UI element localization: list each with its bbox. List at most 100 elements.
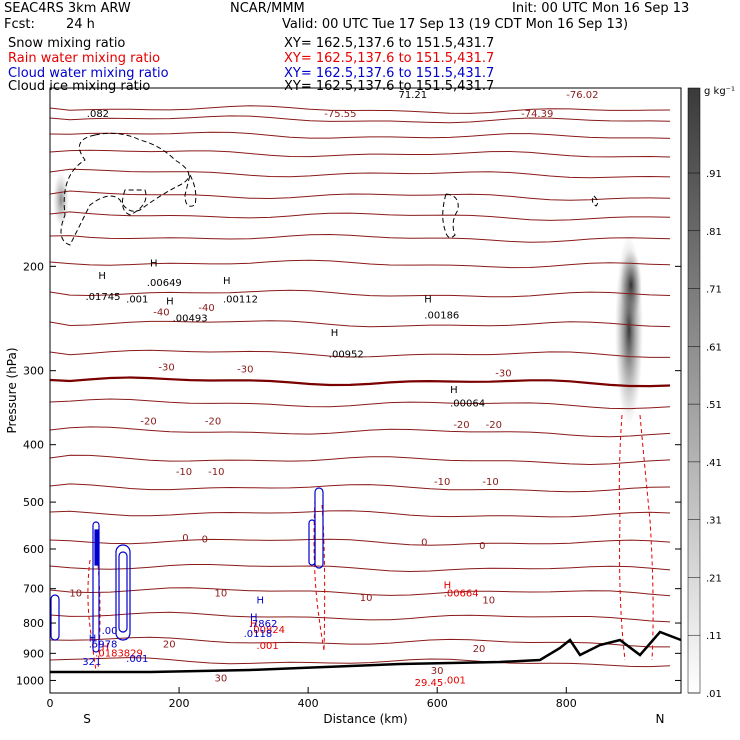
colorbar-label: .01	[706, 689, 722, 700]
isotherm-line	[49, 636, 670, 648]
isotherm-line	[49, 168, 671, 179]
isotherm-line	[49, 233, 671, 243]
isotherm-line	[49, 149, 671, 158]
isotherm-label: -20	[140, 417, 156, 428]
rain-contour	[313, 499, 325, 651]
rain-contours	[87, 414, 654, 671]
field-cloud-water-name: Cloud water mixing ratio	[8, 66, 169, 81]
isotherm-label: 0	[182, 533, 188, 544]
isotherm-label: -74.39	[521, 109, 553, 120]
isotherm-label: 20	[473, 644, 486, 655]
snow-label: H	[424, 294, 432, 305]
isotherm-label: -20	[205, 417, 221, 428]
snow-label: .001	[126, 294, 148, 305]
isotherm-line	[49, 483, 671, 493]
field-cloud-ice-name: Cloud ice mixing ratio	[8, 79, 151, 94]
snow-label: .00186	[424, 311, 459, 322]
colorbar-label: .91	[706, 169, 722, 180]
isotherm-label: -40	[153, 307, 169, 318]
cloud-water-label: H	[250, 612, 258, 623]
isotherm-label: -75.55	[324, 109, 356, 120]
x-tick-label: 0	[47, 697, 54, 710]
isotherm-line	[49, 211, 671, 221]
isotherm-line	[49, 564, 671, 573]
init-time: Init: 00 UTC Mon 16 Sep 13	[512, 1, 690, 16]
isotherm-label: -30	[495, 369, 511, 380]
isotherm-label: 10	[69, 589, 82, 600]
y-axis-label: Pressure (hPa)	[5, 347, 19, 433]
isotherm-label: 30	[431, 666, 444, 677]
cloud-cell	[50, 594, 60, 641]
cloud-water-label: .5978	[89, 640, 118, 651]
x-axis-label: Distance (km)	[323, 712, 407, 726]
isotherm-line	[49, 190, 671, 201]
snow-contour	[60, 132, 190, 246]
snow-label: .00112	[223, 294, 258, 305]
isotherm-line	[49, 105, 671, 114]
cloud-water-label: .001	[126, 654, 148, 665]
y-tick-label: 1000	[16, 674, 44, 687]
field-snow-name: Snow mixing ratio	[8, 36, 126, 51]
isotherm-label: -20	[453, 420, 469, 431]
ice-core-south	[53, 172, 69, 228]
snow-label: H	[98, 271, 106, 282]
snow-label: H	[166, 297, 174, 308]
isotherm-line	[49, 657, 671, 668]
rain-label: .0183829	[95, 649, 143, 660]
colorbar-label: .51	[706, 400, 722, 411]
cloud-cell	[314, 487, 324, 569]
rain-label: .001	[444, 676, 466, 687]
snow-contour	[442, 193, 459, 239]
isotherm-label: 10	[360, 593, 373, 604]
rain-label: .00664	[444, 589, 479, 600]
rain-label: H	[444, 581, 452, 592]
cloud-water-label: 321	[82, 657, 101, 668]
isotherm-label: -30	[158, 363, 174, 374]
snow-contours	[60, 132, 599, 246]
rain-label: .001	[257, 641, 279, 652]
colorbar-label: .61	[706, 342, 722, 353]
colorbar-label: .71	[706, 285, 722, 296]
plot-frame	[49, 87, 682, 694]
cloud-water-label: .00	[102, 626, 118, 637]
y-tick-label: 500	[23, 496, 44, 509]
x-tick-label: 800	[556, 697, 577, 710]
isotherm-label: -10	[434, 477, 450, 488]
colorbar-label: .21	[706, 573, 722, 584]
isotherm-label: -10	[482, 477, 498, 488]
snow-contour	[121, 189, 147, 216]
snow-label: H	[450, 385, 458, 396]
colorbar-label: .11	[706, 631, 722, 642]
valid-time: Valid: 00 UTC Tue 17 Sep 13 (19 CDT Mon …	[282, 17, 629, 32]
rain-label: .00824	[250, 625, 285, 636]
snow-label: .01745	[85, 292, 120, 303]
isotherm-label: -30	[237, 364, 253, 375]
y-tick-label: 800	[23, 617, 44, 630]
snow-label: .00649	[147, 278, 182, 289]
y-tick-label: 400	[23, 439, 44, 452]
isotherm-label: -40	[198, 303, 214, 314]
ice-core-north-upper	[620, 250, 642, 320]
snow-contour	[591, 195, 599, 207]
isotherm-label: 30	[215, 674, 228, 685]
snow-contour	[184, 173, 197, 207]
field-rain-xy: XY= 162.5,137.6 to 151.5,431.7	[284, 51, 495, 66]
isotherm-line	[49, 320, 671, 328]
colorbar-label: .31	[706, 516, 722, 527]
cloud-water-label: .0118	[244, 629, 273, 640]
x-tick-label: 400	[298, 697, 319, 710]
isotherm-label: -76.02	[566, 90, 598, 101]
cloud-cell	[94, 529, 99, 566]
isotherm-line	[49, 398, 671, 410]
isotherm-line	[49, 115, 671, 124]
isotherm-label: 0	[202, 534, 208, 545]
terrain-line	[50, 630, 682, 674]
y-tick-label: 900	[23, 647, 44, 660]
colorbar: .91 .81 .71 .61 .51 .41 .31 .21 .11 .01 g kg⁻¹	[687, 86, 735, 700]
isotherm-lines	[49, 105, 671, 668]
y-tick-label: 200	[23, 260, 44, 273]
cloud-water-label: .7862	[249, 619, 278, 630]
field-cloud-ice-xy: XY= 162.5,137.6 to 151.5,431.7	[284, 79, 495, 94]
